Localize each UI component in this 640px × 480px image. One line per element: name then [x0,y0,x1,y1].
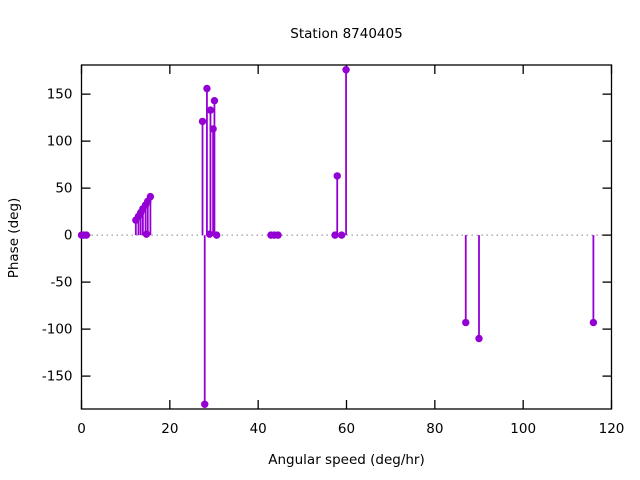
x-tick-label: 20 [161,421,178,437]
data-point [203,84,211,93]
x-tick-label: 40 [250,421,267,437]
data-point [142,230,151,238]
y-tick-label: 0 [64,228,73,244]
x-tick-label: 80 [426,421,443,437]
y-tick-label: 150 [47,87,73,103]
data-point [198,117,207,126]
data-point [82,231,91,239]
x-tick-label: 0 [77,421,86,437]
data-point [333,172,341,180]
data-point [146,192,155,201]
x-tick-label: 120 [599,421,625,437]
chart-title: Station 8740405 [290,26,403,42]
data-point [201,400,209,409]
data-point [462,318,470,327]
x-tick-label: 60 [338,421,355,437]
data-point [337,231,346,239]
data-point [475,334,483,343]
data-point [212,231,221,239]
y-tick-label: -50 [50,275,72,291]
data-point [205,230,214,238]
y-axis-label: Phase (deg) [6,197,22,279]
data-point [210,97,219,105]
y-tick-label: -150 [42,369,73,385]
data-point [206,106,215,114]
y-tick-label: 100 [47,134,73,150]
data-point [274,231,282,239]
data-point [209,125,217,133]
x-tick-label: 100 [510,421,536,437]
y-tick-label: -100 [42,322,73,338]
data-point [589,318,598,327]
data-point [342,65,350,74]
data-point [331,231,339,239]
x-axis-label: Angular speed (deg/hr) [268,452,425,468]
y-tick-label: 50 [55,181,72,197]
